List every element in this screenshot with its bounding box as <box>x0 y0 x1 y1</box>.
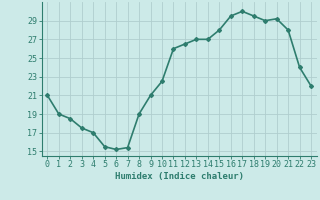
X-axis label: Humidex (Indice chaleur): Humidex (Indice chaleur) <box>115 172 244 181</box>
